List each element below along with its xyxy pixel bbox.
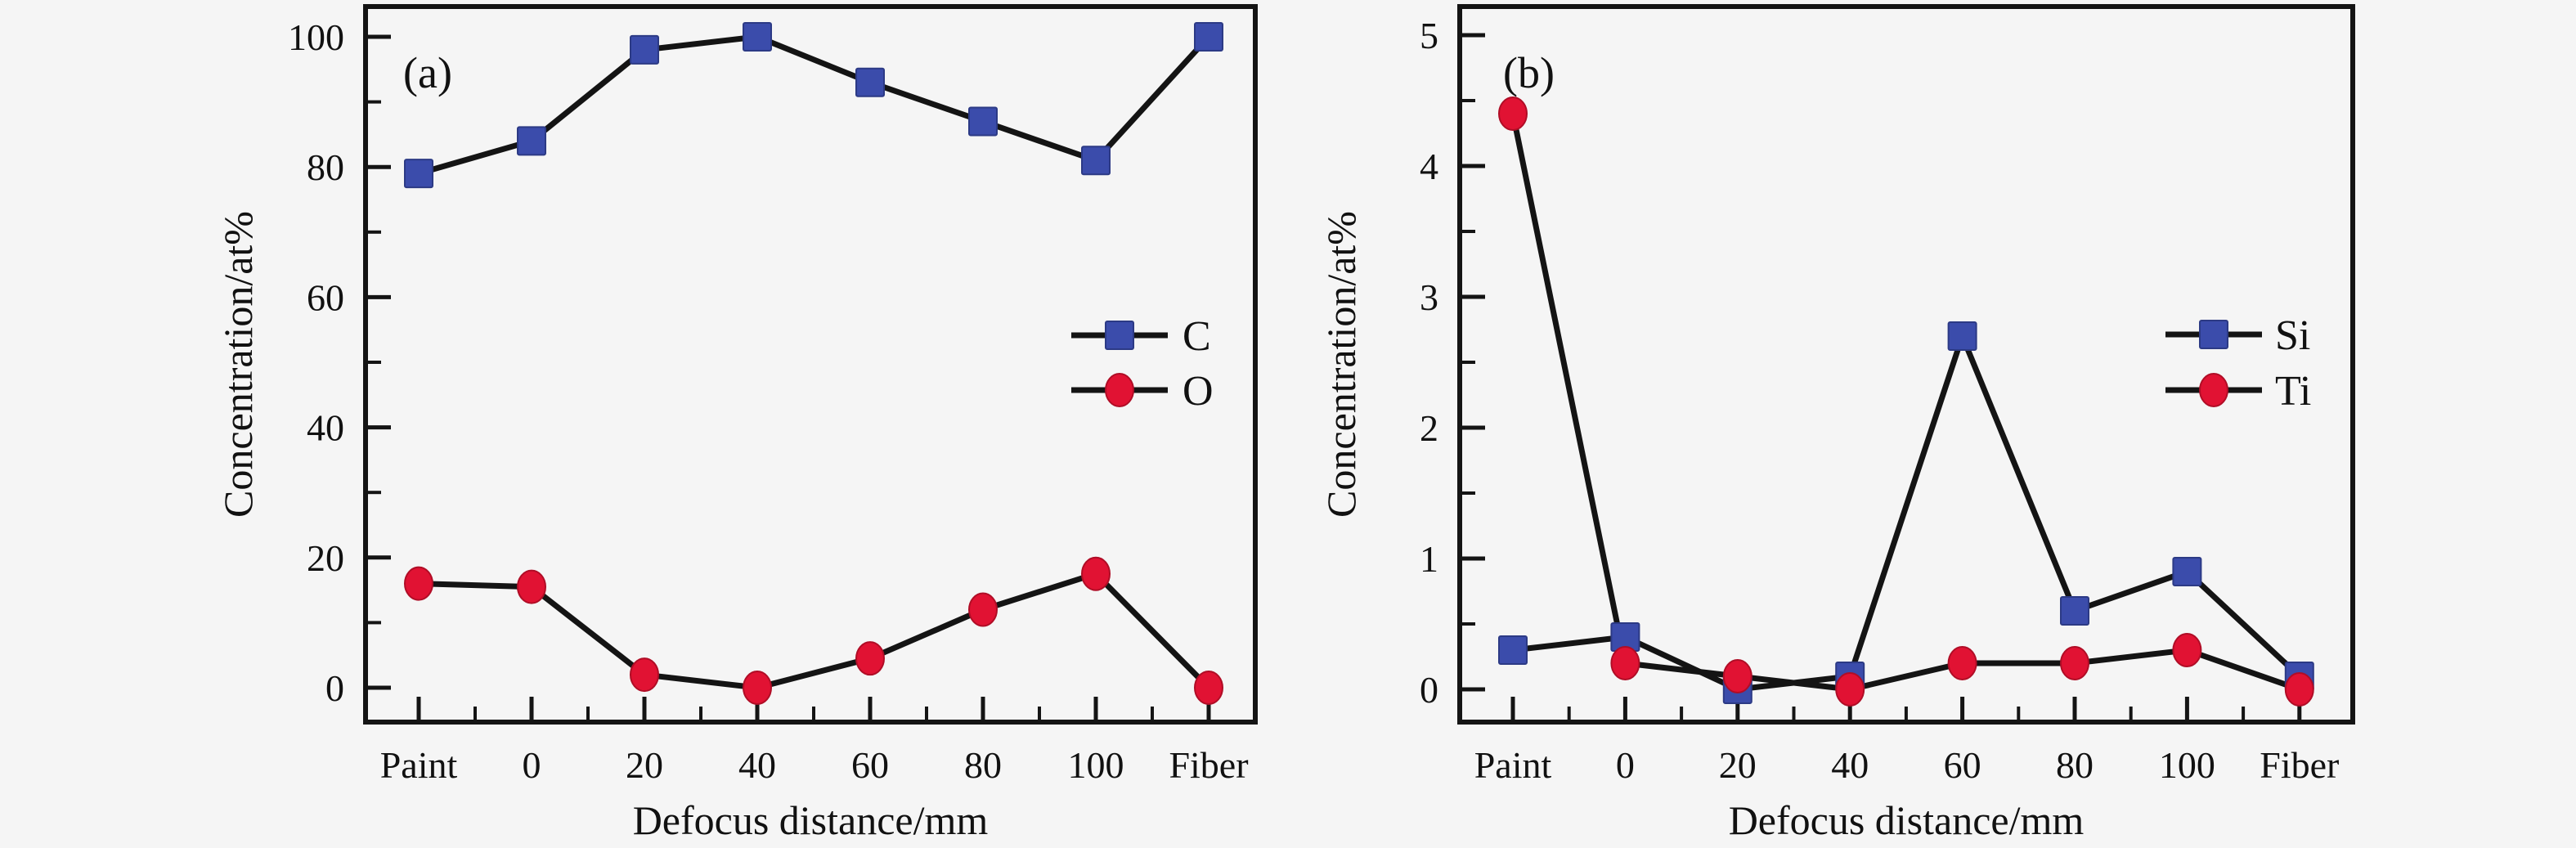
series-O-marker xyxy=(404,566,433,601)
chart-b-y-axis-title: Concentration/at% xyxy=(1318,211,1364,518)
chart-b-y-tick-label: 5 xyxy=(1420,15,1438,56)
series-Ti-marker xyxy=(2284,672,2314,707)
series-Si-marker xyxy=(1947,321,1977,351)
chart-a-y-tick-label: 0 xyxy=(325,667,344,709)
series-Si-marker xyxy=(2172,557,2202,586)
series-C-marker xyxy=(517,126,546,156)
legend-Ti-label: Ti xyxy=(2275,368,2311,415)
chart-b-frame xyxy=(1457,4,2355,725)
series-Ti-marker xyxy=(2172,633,2202,667)
legend-Si-marker xyxy=(2199,320,2228,349)
legend-C-marker xyxy=(1105,321,1134,350)
chart-a-y-tick-label: 20 xyxy=(307,537,344,579)
series-C-marker xyxy=(743,22,772,52)
series-Si-marker xyxy=(2060,596,2089,626)
chart-a-x-tick-label: Paint xyxy=(380,744,458,786)
chart-b-x-tick-label: 100 xyxy=(2159,744,2215,786)
chart-b-x-tick-label: Fiber xyxy=(2260,744,2339,786)
chart-b-x-tick-label: 60 xyxy=(1944,744,1981,786)
chart-b-x-tick-label: 0 xyxy=(1616,744,1635,786)
chart-a-y-tick-label: 100 xyxy=(288,16,344,58)
chart-b-x-tick-label: Paint xyxy=(1474,744,1552,786)
series-Si-marker xyxy=(1498,635,1528,665)
chart-b-y-tick-label: 1 xyxy=(1420,538,1438,580)
legend-O-marker xyxy=(1105,373,1134,407)
series-Si-line xyxy=(1512,333,2302,693)
chart-b-x-tick-label: 80 xyxy=(2056,744,2094,786)
chart-a-x-axis-title: Defocus distance/mm xyxy=(633,797,989,843)
series-C-marker xyxy=(404,159,433,189)
chart-b-x-tick-label: 40 xyxy=(1831,744,1869,786)
legend-O-label: O xyxy=(1183,368,1214,415)
series-C-marker xyxy=(855,67,885,97)
series-Ti-marker xyxy=(1498,96,1528,131)
series-Ti-marker xyxy=(1722,659,1752,693)
chart-a-x-tick-label: 80 xyxy=(964,744,1002,786)
series-C-marker xyxy=(1194,22,1223,52)
chart-b-x-axis-title: Defocus distance/mm xyxy=(1729,797,2085,843)
chart-a-y-tick-label: 80 xyxy=(307,146,344,188)
chart-a-x-tick-label: 60 xyxy=(851,744,889,786)
series-C-marker xyxy=(1081,146,1111,176)
chart-b-y-tick-label: 4 xyxy=(1420,146,1438,187)
chart-a-x-tick-label: 20 xyxy=(626,744,663,786)
chart-a-frame xyxy=(363,4,1258,725)
series-O-marker xyxy=(743,671,772,705)
chart-b-y-tick-label: 3 xyxy=(1420,276,1438,318)
chart-a-x-tick-label: Fiber xyxy=(1169,744,1248,786)
series-Ti-marker xyxy=(1610,646,1640,680)
series-O-marker xyxy=(968,592,998,627)
chart-a-panel-label: (a) xyxy=(403,48,452,97)
series-O-line xyxy=(418,571,1211,691)
chart-a-x-tick-label: 40 xyxy=(738,744,776,786)
series-O-marker xyxy=(630,657,659,693)
legend-Si-label: Si xyxy=(2275,312,2310,359)
series-O-marker xyxy=(1194,671,1223,705)
series-Ti-line xyxy=(1510,113,2300,693)
legend-Ti-marker xyxy=(2199,373,2228,407)
series-O-marker xyxy=(855,641,885,676)
chart-b-x-tick-label: 20 xyxy=(1719,744,1757,786)
series-O-marker xyxy=(1081,556,1111,591)
series-Ti-marker xyxy=(1835,672,1865,707)
series-Ti-marker xyxy=(2060,646,2089,680)
chart-a-y-tick-label: 40 xyxy=(307,407,344,449)
chart-a-x-tick-label: 100 xyxy=(1068,744,1124,786)
series-C-line xyxy=(418,34,1211,177)
chart-b-panel-label: (b) xyxy=(1503,48,1555,97)
series-C-marker xyxy=(968,106,998,137)
chart-b-y-tick-label: 2 xyxy=(1420,407,1438,449)
series-C-marker xyxy=(630,34,659,65)
chart-b-y-tick-label: 0 xyxy=(1420,669,1438,711)
chart-a-y-axis-title: Concentration/at% xyxy=(215,211,261,518)
chart-a-y-tick-label: 60 xyxy=(307,276,344,318)
series-O-marker xyxy=(517,569,546,604)
legend-C-label: C xyxy=(1183,313,1211,360)
series-Ti-marker xyxy=(1947,646,1977,680)
chart-a-x-tick-label: 0 xyxy=(523,744,541,786)
